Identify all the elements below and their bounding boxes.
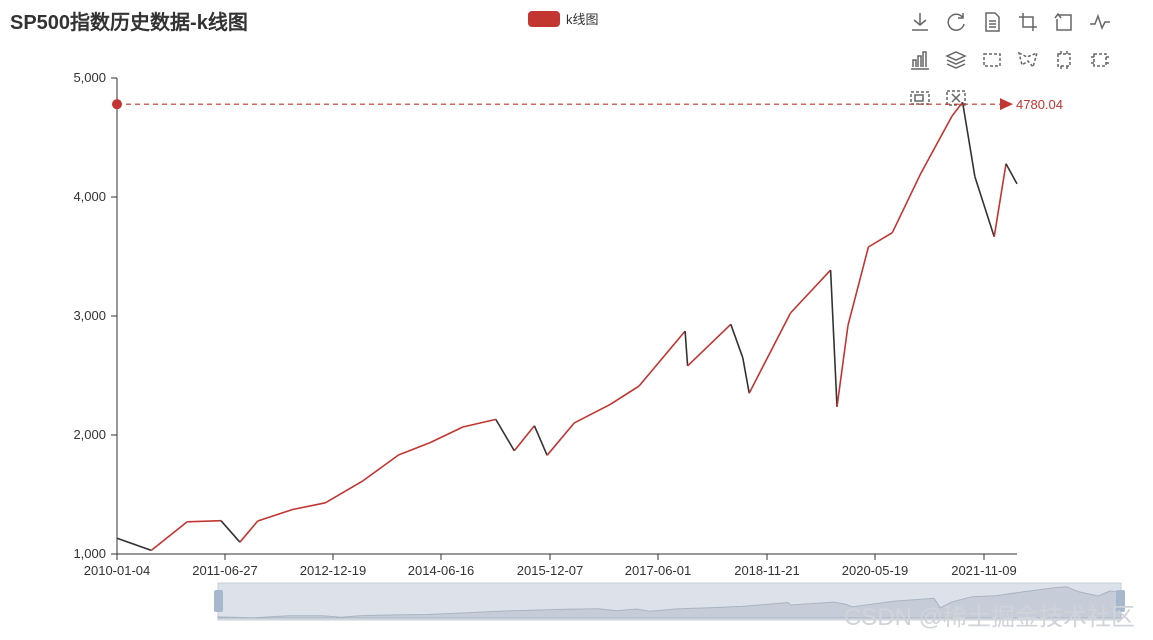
candle-segment	[220, 520, 241, 543]
candle-segment	[573, 403, 611, 424]
candle-segment	[116, 537, 152, 552]
candle-segment	[150, 521, 188, 552]
candle-segment	[829, 270, 838, 407]
clear-select-icon[interactable]	[1088, 48, 1112, 72]
x-axis-ticks: 2010-01-04 2011-06-27 2012-12-19 2014-06…	[84, 554, 1017, 578]
candle-segment	[462, 418, 496, 428]
candle-segment	[292, 502, 326, 511]
data-zoom-handle-right[interactable]	[1116, 590, 1125, 612]
zoom-icon[interactable]	[1016, 10, 1040, 34]
x-tick-label: 2018-11-21	[734, 563, 800, 578]
data-zoom-preview	[217, 586, 1122, 619]
candle-segment	[993, 163, 1007, 237]
chart-title: SP500指数历史数据-k线图	[10, 12, 248, 34]
candle-segment	[742, 357, 750, 394]
x-tick-label: 2020-05-19	[842, 563, 909, 578]
candle-segment	[239, 520, 259, 543]
x-tick-label: 2017-06-01	[625, 563, 692, 578]
zoom-back-icon[interactable]	[1052, 10, 1076, 34]
data-zoom-handle-left[interactable]	[214, 590, 223, 612]
mark-line-start-dot	[112, 99, 122, 110]
candle-segment	[836, 325, 849, 407]
line-chart-icon[interactable]	[1088, 10, 1112, 34]
dataset-zoom-reset-icon[interactable]	[944, 86, 968, 110]
candle-segment	[687, 323, 732, 367]
candle-segment	[495, 418, 515, 452]
y-tick-label: 1,000	[73, 546, 106, 561]
x-tick-label: 2010-01-04	[84, 563, 151, 578]
candle-segment	[398, 441, 431, 456]
rect-select-icon[interactable]	[980, 48, 1004, 72]
download-icon[interactable]	[908, 10, 932, 34]
candle-segment	[1005, 163, 1018, 185]
candle-segment	[961, 102, 976, 177]
candle-segment	[951, 101, 964, 117]
candle-segment	[891, 172, 922, 234]
max-mark-line: 4780.04	[112, 97, 1063, 112]
candle-segment	[257, 508, 293, 522]
watermark: CSDN @稀土掘金技术社区	[843, 604, 1135, 631]
legend-swatch	[528, 10, 560, 27]
y-tick-label: 5,000	[73, 70, 106, 85]
x-tick-label: 2015-12-07	[517, 563, 584, 578]
keep-select-icon[interactable]	[1052, 48, 1076, 72]
candle-segment	[789, 269, 832, 314]
legend-label: k线图	[566, 12, 599, 27]
candle-segment	[546, 422, 575, 456]
mark-line-arrow	[1000, 98, 1013, 111]
candle-segment	[362, 454, 399, 482]
candle-segment	[920, 115, 953, 174]
mark-line-label: 4780.04	[1016, 97, 1063, 112]
candle-segment	[638, 330, 686, 387]
data-zoom-slider[interactable]	[214, 582, 1125, 621]
x-tick-label: 2012-12-19	[300, 563, 367, 578]
candle-segment	[684, 331, 689, 366]
candle-segment	[430, 426, 464, 444]
y-tick-label: 2,000	[73, 427, 106, 442]
x-tick-label: 2021-11-09	[951, 563, 1017, 578]
candle-segment	[730, 324, 744, 359]
candle-series	[116, 101, 1018, 552]
bar-chart-icon[interactable]	[908, 48, 932, 72]
y-axis-ticks: 5,000 4,000 3,000 2,000 1,000	[73, 70, 117, 561]
stack-icon[interactable]	[944, 48, 968, 72]
legend-item-kline[interactable]: k线图	[528, 9, 599, 28]
candle-segment	[324, 480, 364, 504]
candle-segment	[867, 232, 893, 248]
candle-segment	[609, 385, 640, 406]
candle-segment	[187, 519, 222, 523]
x-tick-label: 2011-06-27	[192, 563, 258, 578]
y-tick-label: 3,000	[73, 308, 106, 323]
candle-segment	[513, 425, 536, 452]
candle-segment	[974, 176, 995, 237]
candle-segment	[533, 425, 548, 456]
y-tick-label: 4,000	[73, 189, 106, 204]
x-tick-label: 2014-06-16	[408, 563, 475, 578]
candle-segment	[748, 312, 792, 394]
candle-segment	[847, 246, 870, 326]
data-view-icon[interactable]	[980, 10, 1004, 34]
refresh-icon[interactable]	[944, 10, 968, 34]
dataset-zoom-icon[interactable]	[908, 86, 932, 110]
